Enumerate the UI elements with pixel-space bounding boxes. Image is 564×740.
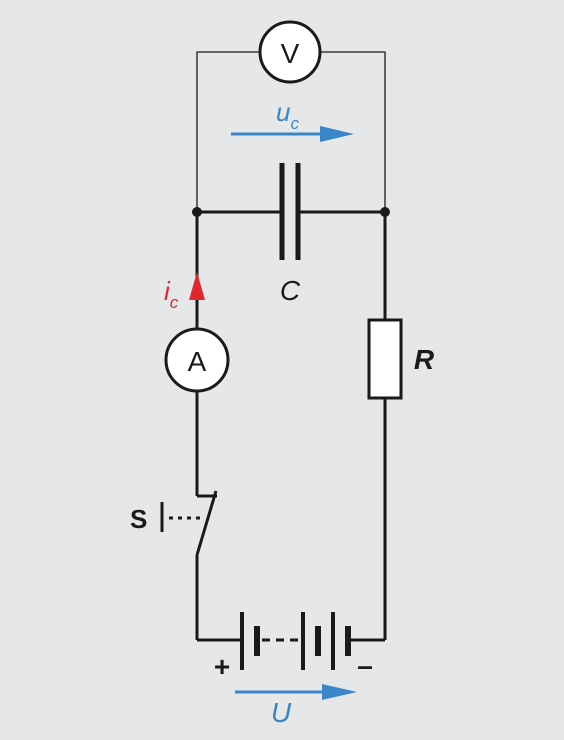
battery-minus-label: – [357,650,373,681]
uc-label: uc [276,97,299,133]
capacitor-label: C [280,275,301,306]
voltmeter-wire-left [196,51,260,212]
resistor-label: R [414,344,435,375]
voltmeter-symbol [258,20,322,84]
supply-voltage-label: U [271,697,292,728]
ammeter-label: A [188,346,207,377]
switch-blade [195,490,218,556]
switch-label: S [130,504,147,534]
uc-arrow-head [320,126,354,142]
voltmeter-label: V [281,38,300,69]
ic-label: ic [164,276,179,312]
supply-arrow-head [322,684,357,700]
voltmeter-wire-right [320,51,386,212]
resistor-symbol [367,318,403,400]
ic-arrow-head [189,272,205,300]
battery-plus-label: + [214,651,230,682]
